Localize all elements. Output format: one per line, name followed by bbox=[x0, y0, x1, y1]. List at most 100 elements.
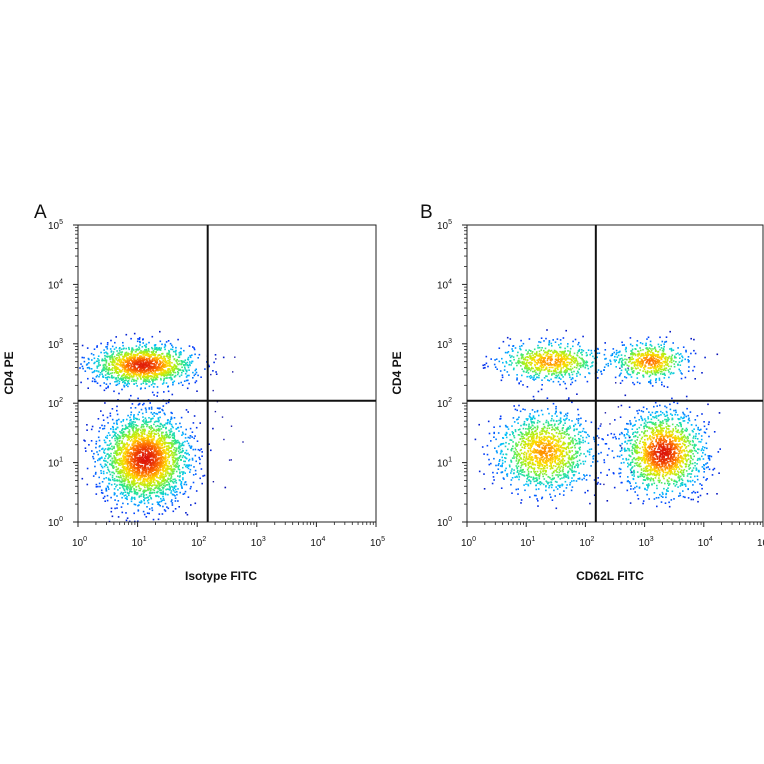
event-point bbox=[181, 371, 183, 374]
event-point bbox=[122, 374, 125, 376]
event-point bbox=[537, 347, 539, 349]
event-point bbox=[526, 368, 528, 370]
event-point bbox=[103, 477, 105, 480]
event-point bbox=[175, 447, 178, 450]
event-point bbox=[122, 366, 125, 369]
event-point bbox=[127, 478, 129, 481]
event-point bbox=[88, 444, 90, 446]
event-point bbox=[165, 442, 168, 444]
event-point bbox=[163, 499, 165, 501]
event-point bbox=[159, 467, 161, 469]
event-point bbox=[134, 433, 137, 435]
event-point bbox=[155, 453, 158, 456]
event-point bbox=[585, 360, 588, 363]
event-point bbox=[102, 447, 104, 450]
event-point bbox=[576, 352, 579, 354]
event-point bbox=[555, 372, 557, 374]
event-point bbox=[117, 449, 119, 452]
event-point bbox=[156, 466, 159, 469]
event-point bbox=[519, 345, 521, 348]
event-point bbox=[576, 363, 578, 365]
event-point bbox=[538, 372, 541, 375]
event-point bbox=[138, 501, 141, 504]
event-point bbox=[187, 364, 190, 367]
event-point bbox=[567, 367, 569, 370]
event-point bbox=[115, 420, 118, 422]
event-point bbox=[114, 450, 116, 452]
event-point bbox=[154, 446, 157, 448]
event-point bbox=[151, 367, 153, 370]
event-point bbox=[165, 426, 167, 429]
event-point bbox=[550, 378, 552, 381]
event-point bbox=[139, 456, 142, 459]
event-point bbox=[138, 485, 140, 488]
event-point bbox=[125, 452, 127, 455]
event-point bbox=[159, 340, 162, 343]
event-point bbox=[158, 483, 161, 485]
event-point bbox=[139, 361, 142, 363]
event-point bbox=[136, 453, 138, 456]
event-point bbox=[107, 488, 110, 490]
event-point bbox=[125, 373, 128, 376]
event-point bbox=[122, 435, 124, 438]
event-point bbox=[172, 433, 174, 435]
event-point bbox=[154, 356, 156, 358]
event-point bbox=[202, 475, 204, 477]
event-point bbox=[118, 382, 120, 385]
event-point bbox=[113, 364, 115, 366]
event-point bbox=[145, 516, 148, 518]
event-point bbox=[122, 448, 125, 451]
event-point bbox=[142, 363, 144, 365]
event-point bbox=[80, 381, 82, 384]
event-point bbox=[170, 485, 173, 488]
event-point bbox=[161, 461, 164, 463]
event-point bbox=[93, 348, 96, 350]
event-point bbox=[598, 352, 601, 354]
event-point bbox=[142, 428, 144, 431]
event-point bbox=[169, 420, 171, 423]
event-point bbox=[140, 358, 142, 360]
event-point bbox=[117, 379, 119, 382]
event-point bbox=[150, 384, 153, 386]
event-point bbox=[571, 367, 574, 370]
event-point bbox=[162, 466, 164, 468]
event-point bbox=[129, 362, 132, 365]
event-point bbox=[114, 499, 116, 501]
event-point bbox=[165, 467, 167, 469]
event-point bbox=[167, 371, 169, 373]
event-point bbox=[545, 351, 548, 354]
event-point bbox=[187, 465, 189, 467]
event-point bbox=[134, 439, 136, 441]
event-point bbox=[533, 359, 536, 361]
event-point bbox=[113, 422, 115, 425]
event-point bbox=[143, 352, 145, 354]
event-point bbox=[108, 368, 110, 371]
event-point bbox=[106, 494, 109, 497]
event-point bbox=[150, 471, 153, 474]
event-point bbox=[543, 351, 546, 354]
event-point bbox=[150, 441, 152, 444]
event-point bbox=[153, 446, 156, 449]
event-point bbox=[156, 475, 158, 477]
event-point bbox=[126, 383, 128, 385]
event-point bbox=[122, 454, 125, 457]
event-point bbox=[189, 487, 192, 490]
event-point bbox=[140, 426, 142, 429]
event-point bbox=[521, 355, 524, 358]
event-point bbox=[158, 407, 161, 410]
event-point bbox=[120, 377, 122, 380]
event-point bbox=[93, 452, 95, 455]
event-point bbox=[512, 368, 515, 371]
event-point bbox=[103, 459, 105, 462]
event-point bbox=[107, 422, 109, 424]
event-point bbox=[150, 431, 153, 433]
x-tick-label: 100 bbox=[72, 536, 87, 549]
event-point bbox=[132, 440, 134, 443]
event-point bbox=[200, 376, 202, 378]
event-point bbox=[179, 448, 181, 451]
event-point bbox=[154, 472, 157, 475]
event-point bbox=[153, 447, 156, 450]
event-point bbox=[146, 457, 148, 459]
event-point bbox=[142, 356, 144, 359]
event-point bbox=[154, 369, 156, 372]
